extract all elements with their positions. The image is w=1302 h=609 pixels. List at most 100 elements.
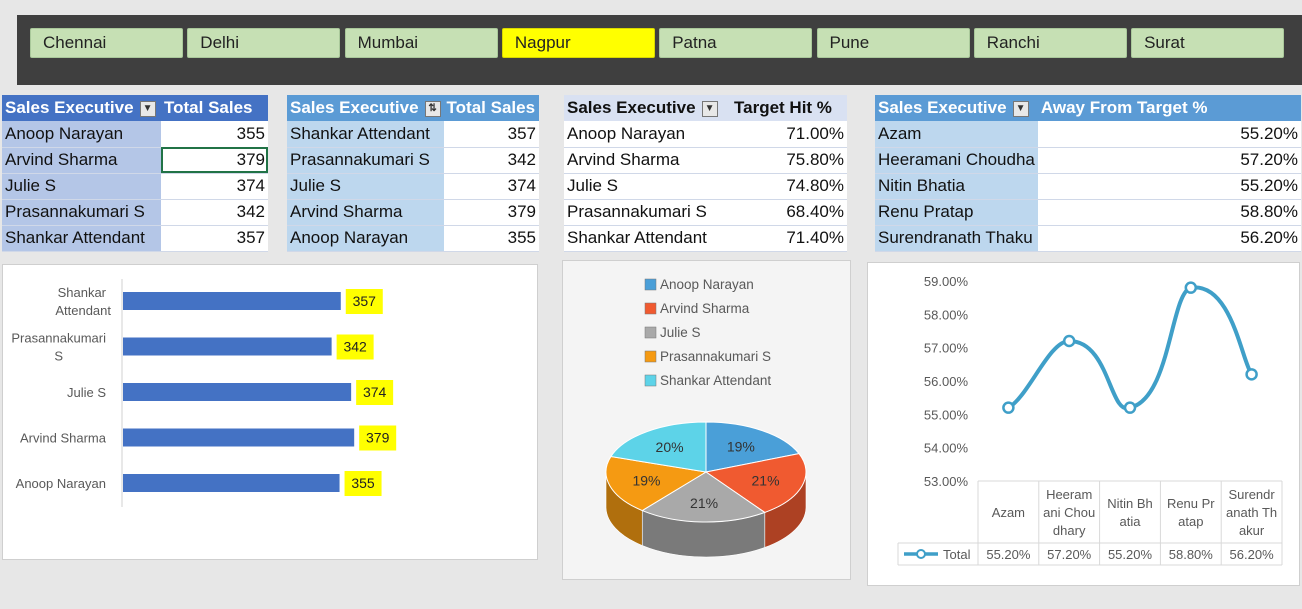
cell-value[interactable]: 355 <box>443 225 539 252</box>
sorted-sales-table: Sales Executive ⇅ Total Sales Shankar Att… <box>287 95 539 252</box>
table-row: Anoop Narayan 71.00% <box>564 121 847 148</box>
cell-value[interactable]: 357 <box>443 121 539 148</box>
table-row: Heeramani Choudha 57.20% <box>875 147 1301 174</box>
table-row: Anoop Narayan 355 <box>287 225 539 252</box>
slicer-item-nagpur[interactable]: Nagpur <box>501 28 655 58</box>
table-row: Shankar Attendant 71.40% <box>564 225 847 252</box>
cell-sales-executive[interactable]: Arvind Sharma <box>287 199 444 226</box>
cell-sales-executive[interactable]: Prasannakumari S <box>2 199 161 226</box>
col-header-sales-executive: Sales Executive ▼ <box>2 95 161 121</box>
cell-sales-executive[interactable]: Heeramani Choudha <box>875 147 1038 174</box>
cell-sales-executive[interactable]: Anoop Narayan <box>564 121 731 148</box>
y-tick-label: 53.00% <box>924 474 969 489</box>
cell-sales-executive[interactable]: Shankar Attendant <box>2 225 161 252</box>
category-label: Anoop Narayan <box>16 476 106 491</box>
slicer-item-surat[interactable]: Surat <box>1131 28 1285 58</box>
table-value: 57.20% <box>1047 547 1092 562</box>
table-row: Nitin Bhatia 55.20% <box>875 173 1301 200</box>
cell-value[interactable]: 58.80% <box>1037 199 1301 226</box>
city-slicer: Chennai Delhi Mumbai Nagpur Patna Pune Ranchi S… <box>17 15 1302 85</box>
cell-sales-executive[interactable]: Julie S <box>287 173 444 200</box>
col-header-total-sales: Total Sales <box>443 95 539 121</box>
filter-icon[interactable]: ▼ <box>139 100 156 117</box>
cell-value[interactable]: 379 <box>161 147 268 174</box>
y-tick-label: 57.00% <box>924 341 969 356</box>
cell-value[interactable]: 71.00% <box>731 121 847 148</box>
cell-sales-executive[interactable]: Arvind Sharma <box>2 147 161 174</box>
legend-swatch <box>644 374 657 387</box>
cell-value[interactable]: 55.20% <box>1037 173 1301 200</box>
cell-sales-executive[interactable]: Arvind Sharma <box>564 147 731 174</box>
data-label: 355 <box>351 475 375 491</box>
cell-value[interactable]: 342 <box>161 199 268 226</box>
data-point <box>1184 281 1198 294</box>
cell-value[interactable]: 374 <box>161 173 268 200</box>
cell-value[interactable]: 342 <box>443 147 539 174</box>
col-header-total-sales: Total Sales <box>161 95 268 121</box>
slicer-item-delhi[interactable]: Delhi <box>187 28 341 58</box>
table-row: Julie S 374 <box>287 173 539 200</box>
bar-chart-panel[interactable]: Shankar Attendant 357 Prasannakumari S 342 Jul… <box>2 264 538 560</box>
cell-value[interactable]: 74.80% <box>731 173 847 200</box>
data-label: 357 <box>353 293 377 309</box>
slicer-item-ranchi[interactable]: Ranchi <box>973 28 1127 58</box>
cell-sales-executive[interactable]: Julie S <box>2 173 161 200</box>
filter-icon[interactable]: ▼ <box>1012 100 1029 117</box>
slicer-item-mumbai[interactable]: Mumbai <box>344 28 498 58</box>
cell-value[interactable]: 75.80% <box>731 147 847 174</box>
slicer-item-chennai[interactable]: Chennai <box>30 28 183 58</box>
cell-value[interactable]: 355 <box>161 121 268 148</box>
data-label-bg <box>356 380 394 405</box>
slicer-item-pune[interactable]: Pune <box>816 28 970 58</box>
table-row: Shankar Attendant 357 <box>2 225 268 252</box>
legend-swatch <box>644 302 657 315</box>
y-tick-label: 54.00% <box>924 441 969 456</box>
cell-sales-executive[interactable]: Prasannakumari S <box>287 147 444 174</box>
pie-data-label: 19% <box>727 438 755 454</box>
cell-sales-executive[interactable]: Renu Pratap <box>875 199 1038 226</box>
table-row: Arvind Sharma 379 <box>287 199 539 226</box>
cell-sales-executive[interactable]: Shankar Attendant <box>287 121 444 148</box>
sort-filter-icon[interactable]: ⇅ <box>424 100 441 117</box>
table-row: Julie S 74.80% <box>564 173 847 200</box>
cell-value[interactable]: 374 <box>443 173 539 200</box>
cell-sales-executive[interactable]: Julie S <box>564 173 731 200</box>
cell-sales-executive[interactable]: Anoop Narayan <box>2 121 161 148</box>
away-from-target-table: Sales Executive ▼ Away From Target % Azam… <box>875 95 1301 252</box>
pie-slice <box>610 421 707 473</box>
data-label-bg <box>344 471 382 496</box>
table-row: Arvind Sharma 75.80% <box>564 147 847 174</box>
legend-label: Julie S <box>660 325 701 340</box>
cell-sales-executive[interactable]: Anoop Narayan <box>287 225 444 252</box>
data-point <box>1062 334 1076 348</box>
cell-value[interactable]: 68.40% <box>731 199 847 226</box>
cell-value[interactable]: 56.20% <box>1037 225 1301 252</box>
filter-icon[interactable]: ▼ <box>701 100 718 117</box>
slicer-item-patna[interactable]: Patna <box>659 28 813 58</box>
y-tick-label: 56.00% <box>924 374 969 389</box>
cell-value[interactable]: 57.20% <box>1037 147 1301 174</box>
x-category-label: Heeram ani Chou dhary <box>1043 487 1095 538</box>
cell-sales-executive[interactable]: Prasannakumari S <box>564 199 731 226</box>
data-label-bg <box>345 289 383 314</box>
data-label: 342 <box>343 339 367 355</box>
bar <box>123 383 352 401</box>
cell-value[interactable]: 71.40% <box>731 225 847 252</box>
data-label: 379 <box>366 430 390 446</box>
cell-sales-executive[interactable]: Nitin Bhatia <box>875 173 1038 200</box>
x-category-label: Nitin Bh atia <box>1107 496 1153 529</box>
cell-sales-executive[interactable]: Shankar Attendant <box>564 225 731 252</box>
table-row: Anoop Narayan 355 <box>2 121 268 148</box>
cell-value[interactable]: 357 <box>161 225 268 252</box>
bar <box>123 428 355 447</box>
cell-value[interactable]: 55.20% <box>1037 121 1301 148</box>
cell-sales-executive[interactable]: Surendranath Thaku <box>875 225 1038 252</box>
cell-value[interactable]: 379 <box>443 199 539 226</box>
bar <box>123 292 341 310</box>
pie-slice <box>704 453 807 514</box>
cell-sales-executive[interactable]: Azam <box>875 121 1038 148</box>
pie-slice <box>605 456 708 512</box>
pie-chart-panel[interactable]: Anoop Narayan Arvind Sharma Julie S Prasann… <box>562 260 851 580</box>
bar <box>123 474 340 492</box>
line-chart-panel[interactable]: 53.00% 54.00% 55.00% 56.00% 57.00% 58.00% 59.0… <box>867 262 1300 586</box>
